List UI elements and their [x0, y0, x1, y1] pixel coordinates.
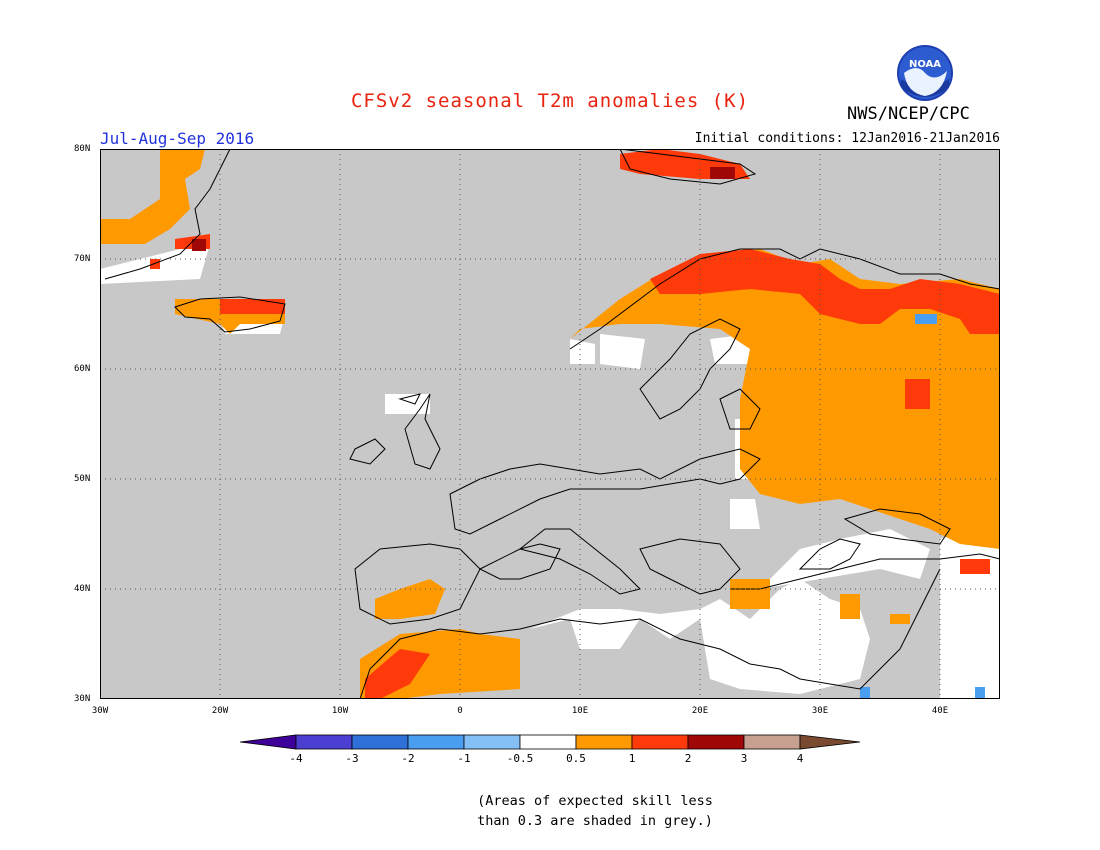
cool-anomaly-regions [860, 314, 985, 699]
warm-anomaly-regions-3 [192, 167, 735, 251]
colorbar-tick: -3 [345, 752, 359, 765]
colorbar [240, 734, 861, 750]
lon-label: 30E [811, 706, 829, 716]
colorbar-swatch [631, 734, 689, 750]
lon-label: 0 [457, 706, 463, 716]
lon-label: 10W [331, 706, 349, 716]
lat-label: 30N [74, 694, 91, 704]
colorbar-tick: 1 [628, 752, 636, 765]
warm-anomaly-regions-1 [100, 149, 1000, 699]
colorbar-tick: 2 [684, 752, 692, 765]
map-frame [100, 149, 1000, 699]
colorbar-tick: -1 [457, 752, 471, 765]
lat-label: 50N [74, 474, 91, 484]
footnote-line: than 0.3 are shaded in grey.) [477, 813, 713, 829]
lat-label: 40N [74, 584, 91, 594]
lat-label: 80N [74, 144, 91, 154]
anomaly-map [100, 149, 1000, 699]
footnote-line: (Areas of expected skill less [477, 793, 713, 809]
colorbar-tick: -4 [289, 752, 303, 765]
lat-label: 70N [74, 254, 91, 264]
colorbar-tick: -2 [401, 752, 415, 765]
noaa-logo-icon: NOAA [897, 45, 953, 101]
colorbar-swatch [743, 734, 801, 750]
lon-label: 20W [211, 706, 229, 716]
footnote: (Areas of expected skill less than 0.3 a… [0, 791, 1100, 831]
colorbar-swatch [295, 734, 353, 750]
colorbar-swatch [687, 734, 745, 750]
lat-label: 60N [74, 364, 91, 374]
colorbar-tick: -0.5 [506, 752, 534, 765]
colorbar-low-arrow [240, 734, 297, 750]
colorbar-high-arrow [799, 734, 861, 750]
colorbar-swatch [463, 734, 521, 750]
colorbar-tick: 0.5 [566, 752, 586, 765]
colorbar-swatch [407, 734, 465, 750]
noaa-logo-text: NOAA [909, 59, 941, 70]
season-label: Jul-Aug-Sep 2016 [100, 129, 255, 148]
agency-label: NWS/NCEP/CPC [847, 104, 970, 124]
lon-label: 20E [691, 706, 709, 716]
lon-label: 30W [91, 706, 109, 716]
colorbar-swatch [575, 734, 633, 750]
colorbar-tick: 3 [740, 752, 748, 765]
lon-label: 40E [931, 706, 949, 716]
initial-conditions-label: Initial conditions: 12Jan2016-21Jan2016 [694, 131, 1000, 146]
lon-label: 10E [571, 706, 589, 716]
chart-title: CFSv2 seasonal T2m anomalies (K) [350, 90, 750, 112]
graticule [100, 149, 1000, 699]
colorbar-swatch [351, 734, 409, 750]
colorbar-swatch [519, 734, 577, 750]
colorbar-tick: 4 [796, 752, 804, 765]
